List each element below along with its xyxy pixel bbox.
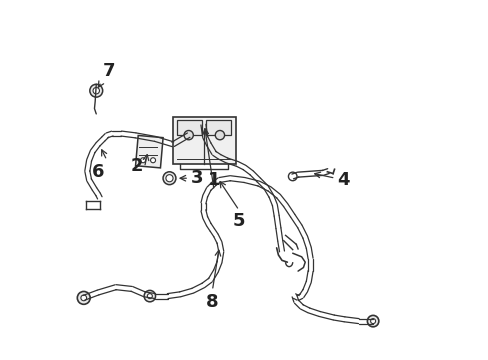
Circle shape <box>147 294 152 298</box>
Bar <box>135 135 163 168</box>
Circle shape <box>165 175 173 182</box>
Text: 5: 5 <box>232 212 245 230</box>
Bar <box>206 120 231 135</box>
Circle shape <box>215 130 224 140</box>
Circle shape <box>144 291 155 302</box>
Circle shape <box>288 172 296 181</box>
Circle shape <box>370 319 375 324</box>
Text: 1: 1 <box>207 171 220 189</box>
Circle shape <box>93 87 99 94</box>
Text: 4: 4 <box>337 171 349 189</box>
Circle shape <box>366 315 378 327</box>
Text: 7: 7 <box>102 62 115 80</box>
Circle shape <box>77 292 90 304</box>
Bar <box>177 120 202 135</box>
Text: 2: 2 <box>130 157 142 175</box>
Circle shape <box>140 158 145 163</box>
Circle shape <box>90 84 102 97</box>
Bar <box>173 117 235 164</box>
Circle shape <box>183 130 193 140</box>
Circle shape <box>150 158 155 163</box>
Text: 3: 3 <box>190 169 203 187</box>
Text: 6: 6 <box>91 163 104 181</box>
Circle shape <box>81 295 86 301</box>
Text: 8: 8 <box>205 293 218 311</box>
Circle shape <box>163 172 176 185</box>
